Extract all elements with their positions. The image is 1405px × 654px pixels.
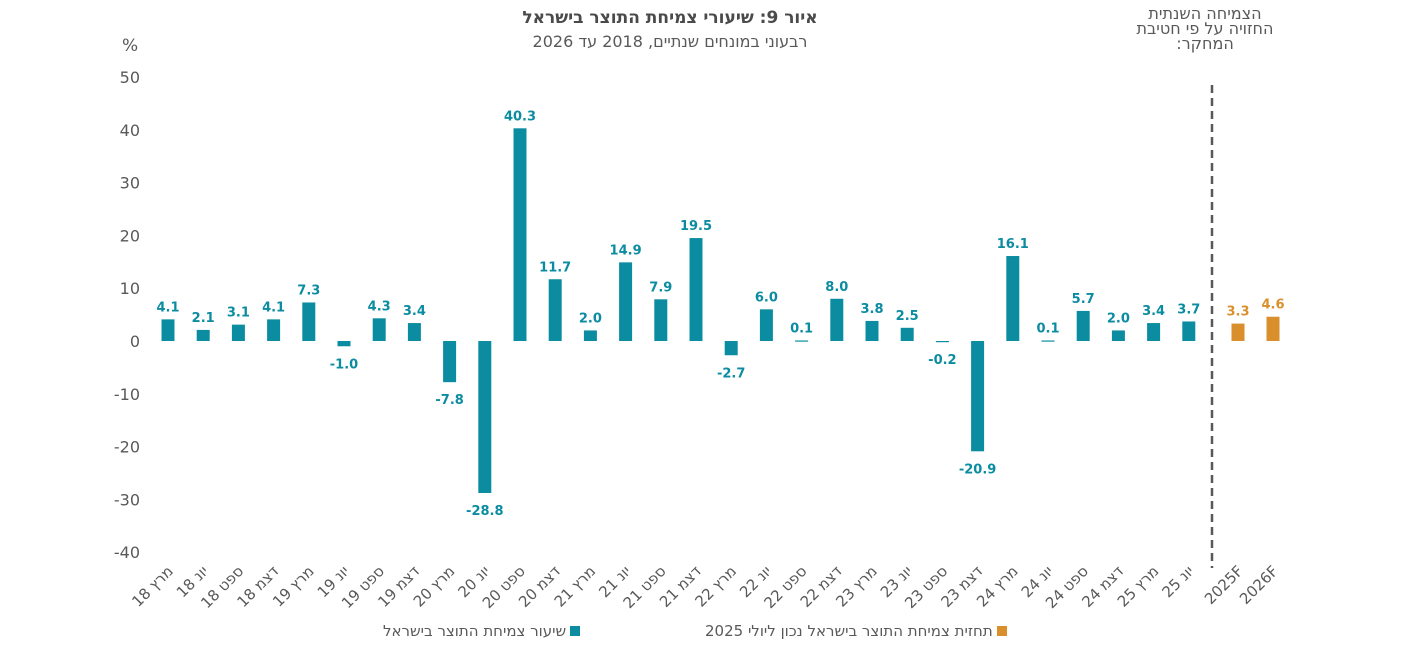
bar-actual [372, 318, 386, 341]
y-tick-label: -20 [114, 438, 140, 457]
y-tick-label: 20 [120, 226, 140, 245]
bar-actual [724, 341, 738, 356]
bar-actual [619, 262, 633, 341]
y-tick-label: -30 [114, 490, 140, 509]
data-label: 0.1 [1036, 321, 1059, 336]
data-label: 3.4 [1142, 304, 1165, 319]
bar-actual [548, 279, 562, 341]
y-tick-label: 10 [120, 279, 140, 298]
legend-item-forecast: תחזית צמיחת התוצר בישראל נכון ליולי 2025 [705, 622, 1007, 640]
chart-subtitle: רבעוני במונחים שנתיים, 2018 עד 2026 [532, 32, 808, 51]
data-label: 6.0 [755, 290, 778, 305]
data-label: 16.1 [997, 237, 1029, 252]
y-tick-label: 50 [120, 68, 140, 87]
data-label: 2.0 [1107, 311, 1130, 326]
bar-actual [1076, 310, 1090, 341]
data-label: 8.0 [825, 280, 848, 295]
data-label: 2.5 [896, 309, 919, 324]
data-label: 7.9 [649, 280, 672, 295]
bar-actual [267, 319, 281, 341]
bar-actual [1111, 330, 1125, 341]
y-tick-label: 30 [120, 174, 140, 193]
bar-actual [900, 327, 914, 341]
data-label: 3.1 [227, 306, 250, 321]
bar-forecast [1266, 316, 1280, 341]
data-label: -28.8 [466, 504, 503, 519]
data-label: 4.6 [1261, 298, 1284, 313]
data-label: 14.9 [610, 243, 642, 258]
data-label: -20.9 [959, 462, 996, 477]
data-label: -7.8 [435, 393, 463, 408]
x-tick-label: 2025F [1201, 562, 1247, 608]
y-tick-label: -10 [114, 385, 140, 404]
y-tick-label: 0 [130, 332, 140, 351]
legend-label-actual: שיעור צמיחת התוצר בישראל [383, 622, 567, 640]
bar-actual [161, 319, 175, 341]
bar-actual [583, 330, 597, 341]
data-label: -2.7 [717, 366, 745, 381]
bar-actual [654, 299, 668, 341]
legend-label-forecast: תחזית צמיחת התוצר בישראל נכון ליולי 2025 [705, 622, 993, 640]
bar-actual [443, 341, 457, 383]
data-label: -1.0 [330, 357, 358, 372]
forecast-note-line: החזויה על פי חטיבת [1136, 19, 1274, 38]
data-label: 0.1 [790, 321, 813, 336]
bar-actual [478, 341, 492, 493]
bar-actual [830, 298, 844, 341]
x-tick-label: יונ 25 [1159, 562, 1198, 601]
data-label: 3.3 [1226, 305, 1249, 320]
bar-actual [196, 329, 210, 341]
data-label: 4.1 [156, 300, 179, 315]
data-label: 3.4 [403, 304, 426, 319]
data-label: 3.7 [1177, 302, 1200, 317]
data-label: 11.7 [539, 260, 571, 275]
bar-actual [865, 320, 879, 341]
x-tick-label: מרץ 18 [128, 562, 177, 611]
forecast-note-line: הצמיחה השנתית [1148, 4, 1262, 23]
bar-actual [513, 128, 527, 341]
legend-item-actual: שיעור צמיחת התוצר בישראל [383, 622, 581, 640]
forecast-note: הצמיחה השנתית החזויה על פי חטיבת המחקר: [1110, 4, 1300, 53]
data-label: 4.3 [368, 299, 391, 314]
bar-actual [689, 238, 703, 341]
x-tick-label: 2026F [1236, 562, 1282, 608]
bar-actual [759, 309, 773, 341]
bar-actual [1006, 256, 1020, 341]
bar-actual [231, 324, 245, 341]
bar-forecast [1231, 323, 1245, 341]
bar-actual [795, 340, 809, 342]
data-label: 7.3 [297, 283, 320, 298]
data-label: -0.2 [928, 353, 956, 368]
y-tick-label: 40 [120, 121, 140, 140]
chart-title: איור 9: שיעורי צמיחת התוצר בישראל [522, 8, 818, 28]
bar-actual [1147, 323, 1161, 341]
bar-actual [407, 323, 421, 341]
bar-actual [302, 302, 316, 341]
y-axis-unit: % [122, 36, 139, 56]
data-label: 2.0 [579, 311, 602, 326]
data-label: 3.8 [860, 302, 883, 317]
data-label: 2.1 [192, 311, 215, 326]
data-label: 5.7 [1072, 292, 1095, 307]
data-label: 19.5 [680, 219, 712, 234]
bar-actual [1041, 340, 1055, 342]
bar-actual [1182, 321, 1196, 341]
data-label: 4.1 [262, 300, 285, 315]
legend-swatch-forecast [996, 626, 1007, 636]
bar-actual [337, 341, 351, 347]
data-label: 40.3 [504, 109, 536, 124]
bar-actual [935, 341, 949, 343]
legend-swatch-actual [570, 626, 581, 636]
bar-actual [971, 341, 985, 452]
forecast-note-line: המחקר: [1176, 34, 1234, 53]
y-tick-label: -40 [114, 543, 140, 562]
